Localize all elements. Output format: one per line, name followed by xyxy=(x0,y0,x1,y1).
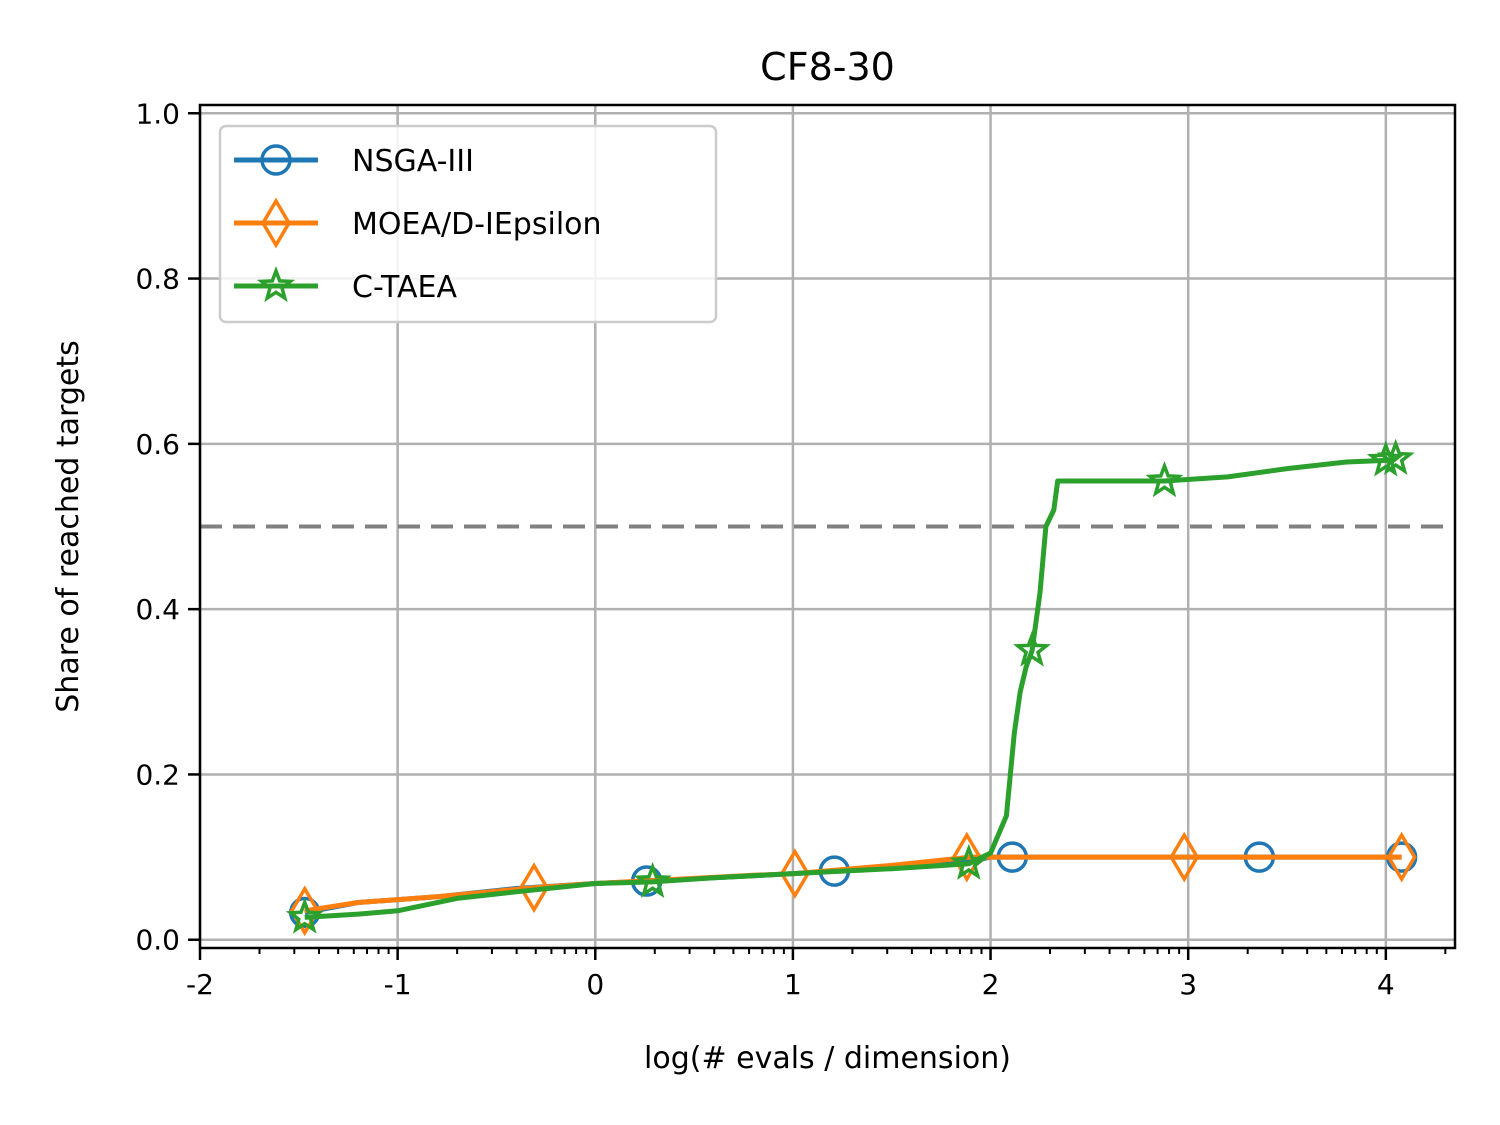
x-axis-label: log(# evals / dimension) xyxy=(644,1041,1011,1076)
legend-marker xyxy=(256,266,296,303)
data-point xyxy=(289,885,320,937)
chart-title: CF8-30 xyxy=(760,45,895,89)
x-tick-label: -2 xyxy=(186,968,214,1001)
legend-marker xyxy=(260,197,292,249)
legend-marker xyxy=(260,144,292,176)
y-tick-label: 0.6 xyxy=(135,428,180,461)
y-tick-label: 0.0 xyxy=(135,924,180,957)
y-tick-label: 1.0 xyxy=(135,97,180,130)
data-point xyxy=(1145,461,1184,498)
data-point xyxy=(285,897,324,934)
legend-entry: MOEA/D-IEpsilon xyxy=(234,197,602,249)
y-axis-label: Share of reached targets xyxy=(51,340,86,712)
data-point xyxy=(1376,438,1415,475)
y-tick-label: 0.4 xyxy=(135,593,180,626)
series-line xyxy=(304,854,1402,915)
series-group xyxy=(285,438,1418,937)
x-tick-label: -1 xyxy=(384,968,412,1001)
axes: -2 -1 0 1 2 3 4 0.0 0.2 0.4 0.6 0.8 1.0 xyxy=(135,97,1457,1001)
x-tick-label: 4 xyxy=(1377,968,1395,1001)
x-tick-label: 0 xyxy=(586,968,604,1001)
data-point xyxy=(518,862,550,914)
x-tick-label: 2 xyxy=(982,968,1000,1001)
data-point xyxy=(633,861,672,899)
data-point xyxy=(1013,630,1052,667)
data-point xyxy=(949,843,988,880)
x-tick-label: 1 xyxy=(784,968,802,1001)
legend-entry: NSGA-III xyxy=(234,144,474,179)
data-point xyxy=(1366,440,1405,477)
series-2 xyxy=(285,438,1415,934)
data-point xyxy=(951,831,982,883)
legend-label: MOEA/D-IEpsilon xyxy=(352,207,602,242)
data-point xyxy=(779,848,810,900)
legend-label: C-TAEA xyxy=(352,270,457,305)
legend-box xyxy=(218,124,718,324)
y-tick-label: 0.2 xyxy=(135,758,180,791)
data-point xyxy=(1169,831,1200,883)
legend-entry: C-TAEA xyxy=(234,266,457,305)
legend: NSGA-III MOEA/D-IEpsilon C-TAEA xyxy=(218,124,718,324)
plot-frame xyxy=(198,103,1457,950)
data-point xyxy=(1386,831,1417,883)
legend-label: NSGA-III xyxy=(352,144,474,179)
series-line xyxy=(304,854,1402,914)
x-tick-label: 3 xyxy=(1179,968,1197,1001)
y-tick-label: 0.8 xyxy=(135,263,180,296)
series-line xyxy=(304,456,1397,920)
